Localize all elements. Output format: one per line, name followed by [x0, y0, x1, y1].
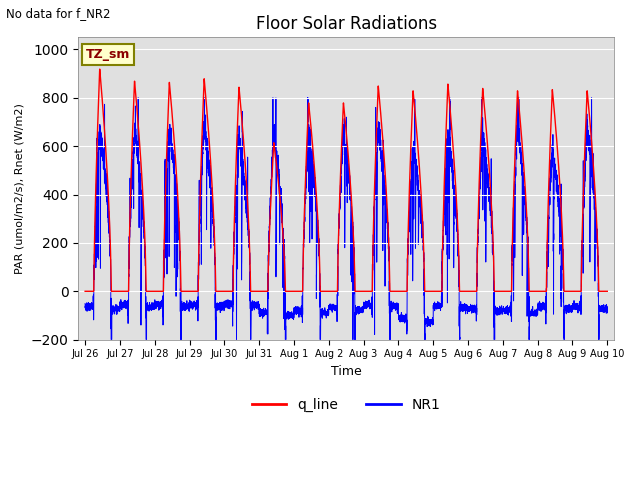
Legend: q_line, NR1: q_line, NR1: [246, 392, 446, 418]
Text: No data for f_NR2: No data for f_NR2: [6, 7, 111, 20]
Title: Floor Solar Radiations: Floor Solar Radiations: [255, 15, 436, 33]
X-axis label: Time: Time: [331, 365, 362, 378]
Y-axis label: PAR (umol/m2/s), Rnet (W/m2): PAR (umol/m2/s), Rnet (W/m2): [15, 103, 25, 274]
Text: TZ_sm: TZ_sm: [86, 48, 131, 61]
